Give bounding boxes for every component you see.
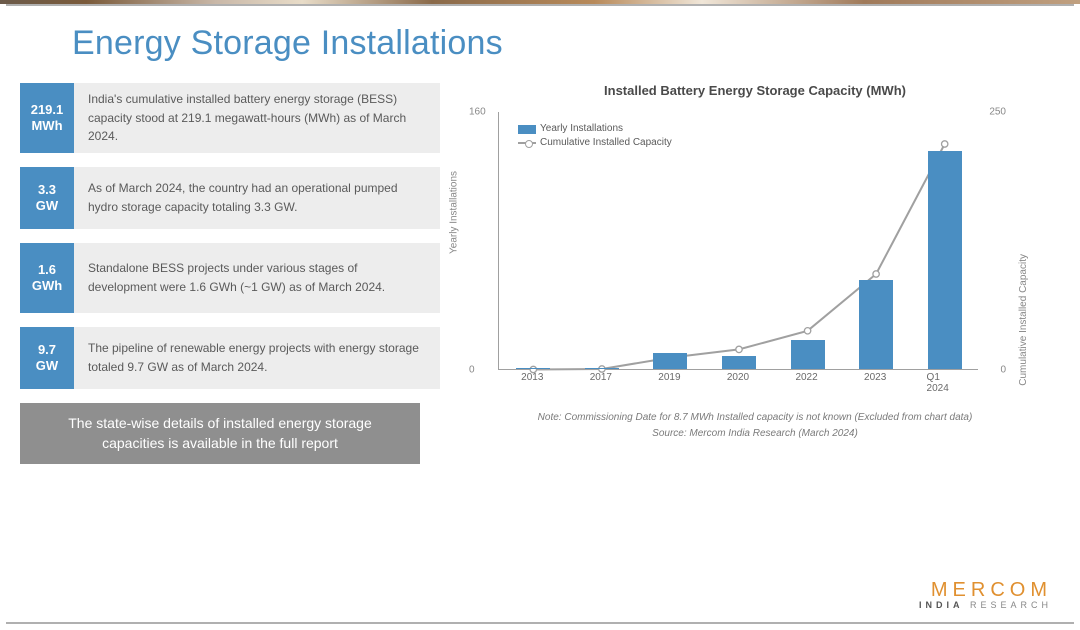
chart: Yearly Installations Cumulative Installe… (450, 104, 1020, 404)
page-title: Energy Storage Installations (0, 6, 1080, 77)
chart-note-1: Note: Commissioning Date for 8.7 MWh Ins… (450, 410, 1060, 426)
stat-row: 219.1 MWh India's cumulative installed b… (20, 83, 440, 153)
x-category-label: Q1 2024 (927, 372, 961, 394)
y-axis-right-label: Cumulative Installed Capacity (1019, 254, 1030, 386)
right-column: Installed Battery Energy Storage Capacit… (440, 83, 1060, 464)
brand-line2-bold: INDIA (919, 600, 964, 610)
brand-line1: MERCOM (919, 579, 1052, 602)
bottom-divider (6, 622, 1074, 624)
stat-unit: GWh (32, 278, 62, 294)
chart-title: Installed Battery Energy Storage Capacit… (450, 83, 1060, 98)
bar (585, 368, 619, 369)
plot-area: 160 0 250 0 (498, 112, 978, 370)
stat-value: 1.6 (38, 262, 56, 278)
content-row: 219.1 MWh India's cumulative installed b… (0, 77, 1080, 464)
stat-text: As of March 2024, the country had an ope… (74, 167, 440, 229)
stat-value: 3.3 (38, 182, 56, 198)
ytick-right: 250 (989, 107, 1006, 118)
stat-badge: 1.6 GWh (20, 243, 74, 313)
stat-text: The pipeline of renewable energy project… (74, 327, 440, 389)
x-category-label: 2017 (590, 372, 612, 383)
chart-note-2: Source: Mercom India Research (March 202… (450, 426, 1060, 442)
left-column: 219.1 MWh India's cumulative installed b… (20, 83, 440, 464)
stat-badge: 3.3 GW (20, 167, 74, 229)
chart-footnotes: Note: Commissioning Date for 8.7 MWh Ins… (450, 410, 1060, 442)
footer: MERCOM INDIA RESEARCH (0, 622, 1080, 624)
stat-row: 9.7 GW The pipeline of renewable energy … (20, 327, 440, 389)
brand-logo: MERCOM INDIA RESEARCH (919, 579, 1052, 610)
stat-text: India's cumulative installed battery ene… (74, 83, 440, 153)
bar (722, 356, 756, 369)
stat-text: Standalone BESS projects under various s… (74, 243, 440, 313)
stat-unit: GW (36, 358, 58, 374)
x-category-label: 2013 (521, 372, 543, 383)
bar (791, 340, 825, 369)
ytick-left: 0 (469, 365, 475, 376)
stat-value: 9.7 (38, 342, 56, 358)
footnote-box: The state-wise details of installed ener… (20, 403, 420, 464)
x-category-label: 2019 (658, 372, 680, 383)
stat-unit: MWh (31, 118, 62, 134)
brand-line2-rest: RESEARCH (963, 600, 1052, 610)
x-category-label: 2022 (795, 372, 817, 383)
line-series (499, 112, 979, 370)
stat-badge: 219.1 MWh (20, 83, 74, 153)
stat-row: 3.3 GW As of March 2024, the country had… (20, 167, 440, 229)
y-axis-left-label: Yearly Installations (449, 171, 460, 254)
stat-badge: 9.7 GW (20, 327, 74, 389)
ytick-right: 0 (1000, 365, 1006, 376)
x-category-label: 2023 (864, 372, 886, 383)
bar (653, 353, 687, 369)
bar (928, 151, 962, 369)
x-axis-labels: 2013 2017 2019 2020 2022 2023 Q1 2024 (498, 372, 978, 392)
page-body: Energy Storage Installations 219.1 MWh I… (0, 6, 1080, 464)
x-category-label: 2020 (727, 372, 749, 383)
stat-row: 1.6 GWh Standalone BESS projects under v… (20, 243, 440, 313)
brand-line2: INDIA RESEARCH (919, 600, 1052, 610)
stat-unit: GW (36, 198, 58, 214)
bar (859, 280, 893, 369)
stat-value: 219.1 (31, 102, 64, 118)
bar (516, 368, 550, 369)
ytick-left: 160 (469, 107, 486, 118)
